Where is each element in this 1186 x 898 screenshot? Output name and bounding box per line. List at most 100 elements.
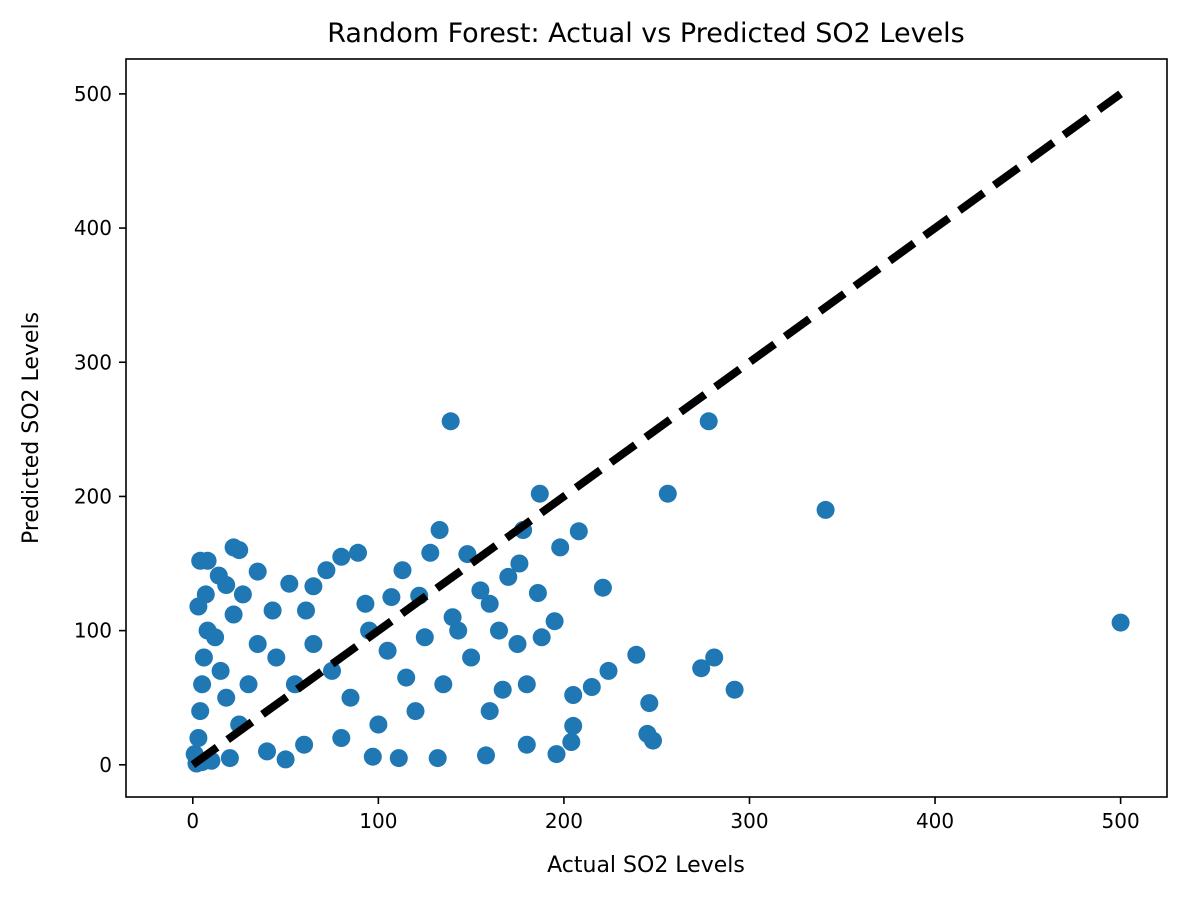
scatter-point <box>582 678 601 696</box>
scatter-point <box>430 521 449 539</box>
scatter-point <box>304 635 323 653</box>
scatter-point <box>363 747 382 766</box>
scatter-point <box>263 601 282 620</box>
scatter-point <box>569 522 588 541</box>
scatter-point <box>356 594 375 613</box>
scatter-point <box>233 585 252 604</box>
reference-line-layer <box>190 90 1123 769</box>
scatter-point <box>508 635 527 653</box>
scatter-point <box>332 547 351 566</box>
scatter-point <box>276 750 295 769</box>
scatter-point <box>443 608 462 627</box>
scatter-point <box>341 688 360 707</box>
y-tick-label: 0 <box>99 753 112 777</box>
scatter-point <box>627 645 646 664</box>
scatter-point <box>705 648 724 667</box>
scatter-point <box>194 648 213 667</box>
scatter-point <box>239 675 258 694</box>
scatter-point <box>304 577 323 596</box>
scatter-point <box>220 749 239 768</box>
x-tick-label: 500 <box>1102 809 1140 833</box>
scatter-point <box>189 597 208 616</box>
chart-title: Random Forest: Actual vs Predicted SO2 L… <box>327 18 965 49</box>
scatter-point <box>224 605 243 624</box>
scatter-point <box>599 661 618 680</box>
y-tick-label: 200 <box>74 484 112 508</box>
scatter-point <box>378 641 397 660</box>
scatter-point <box>441 412 460 431</box>
y-axis-label: Predicted SO2 Levels <box>19 312 44 544</box>
scatter-point <box>493 680 512 699</box>
scatter-point <box>725 680 744 699</box>
scatter-point <box>644 731 662 750</box>
scatter-point <box>564 686 583 704</box>
scatter-point <box>217 688 236 707</box>
scatter-point <box>480 594 499 613</box>
y-axis: 0 100 200 300 400 500 <box>74 82 126 777</box>
y-tick-label: 500 <box>74 82 112 106</box>
y-tick-label: 100 <box>74 619 112 643</box>
scatter-point <box>267 648 286 667</box>
scatter-point <box>280 574 299 593</box>
scatter-point <box>349 543 367 562</box>
scatter-point <box>1111 613 1130 632</box>
scatter-point <box>193 675 212 694</box>
scatter-point <box>211 661 230 680</box>
x-axis-label: Actual SO2 Levels <box>547 853 745 878</box>
scatter-point <box>816 500 835 519</box>
scatter-point <box>658 484 677 503</box>
plot-area <box>125 58 1168 798</box>
scatter-point <box>593 578 612 597</box>
scatter-point <box>530 484 549 503</box>
x-tick-label: 100 <box>359 809 397 833</box>
scatter-point <box>191 702 210 721</box>
x-axis: 0 100 200 300 400 500 <box>186 797 1140 833</box>
scatter-point <box>551 538 570 557</box>
scatter-point <box>397 668 416 687</box>
scatter-point <box>640 694 659 713</box>
scatter-point <box>382 588 401 607</box>
scatter-point <box>562 733 581 751</box>
y-tick-label: 400 <box>74 216 112 240</box>
scatter-point <box>297 601 315 620</box>
scatter-point <box>421 543 440 562</box>
scatter-point <box>317 561 336 580</box>
x-tick-label: 300 <box>730 809 768 833</box>
y-tick-label: 300 <box>74 350 112 374</box>
scatter-point <box>462 648 481 667</box>
scatter-point <box>471 581 490 600</box>
scatter-point <box>393 561 412 580</box>
x-tick-label: 400 <box>916 809 954 833</box>
scatter-point <box>369 715 388 734</box>
scatter-point <box>480 702 499 721</box>
scatter-point <box>258 742 276 761</box>
scatter-point <box>248 635 267 653</box>
scatter-point <box>545 612 564 631</box>
scatter-point <box>528 584 547 602</box>
scatter-point <box>428 749 447 768</box>
scatter-point <box>217 576 236 594</box>
scatter-point <box>332 729 351 747</box>
plot-frame <box>125 58 1168 798</box>
scatter-point <box>189 729 208 747</box>
scatter-point <box>547 745 566 764</box>
scatter-point <box>699 412 718 431</box>
scatter-point <box>510 554 529 573</box>
reference-line <box>190 90 1123 769</box>
scatter-point <box>517 735 536 754</box>
scatter-point <box>499 567 518 586</box>
scatter-point <box>532 628 551 647</box>
scatter-point <box>230 541 249 560</box>
scatter-point <box>295 735 314 754</box>
scatter-point <box>477 746 495 765</box>
scatter-point <box>389 749 408 768</box>
scatter-point <box>198 551 217 570</box>
scatter-point <box>323 661 341 680</box>
x-tick-label: 200 <box>545 809 583 833</box>
scatter-point <box>517 675 536 694</box>
scatter-point <box>248 562 267 581</box>
scatter-point <box>434 675 453 694</box>
scatter-point <box>490 621 508 640</box>
